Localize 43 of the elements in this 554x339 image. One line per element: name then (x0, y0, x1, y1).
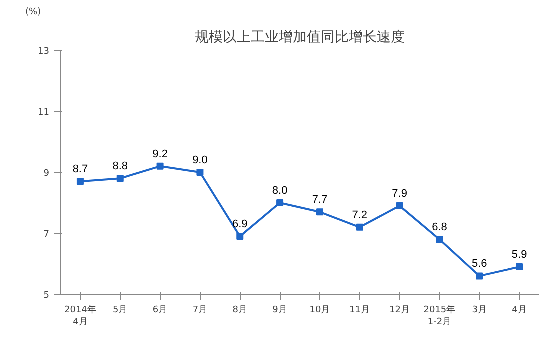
y-tick-label: 9 (44, 169, 50, 179)
x-tick-label: 7月 (192, 306, 208, 316)
x-tick-label: 11月 (350, 306, 370, 316)
data-label: 7.2 (352, 209, 368, 222)
y-tick-label: 11 (38, 108, 50, 118)
point (156, 162, 164, 170)
x-tick-label: 10月 (310, 306, 330, 316)
x-tick-label: 9月 (272, 306, 288, 316)
x-tick-label: 4月 (512, 306, 527, 316)
data-label: 6.8 (432, 222, 448, 234)
x-tick-label: 8月 (232, 306, 248, 316)
x-tick-label: 5月 (113, 306, 128, 316)
y-tick-label: 13 (38, 47, 50, 57)
point (76, 178, 84, 186)
y-tick-label: 5 (44, 291, 50, 301)
data-label: 5.9 (512, 249, 528, 262)
data-label: 9.2 (152, 148, 168, 160)
point (116, 175, 124, 182)
point (316, 208, 324, 216)
data-label: 7.7 (312, 194, 328, 206)
point (516, 264, 524, 271)
data-label: 6.9 (232, 218, 248, 231)
y-axis-title: (%) (26, 8, 42, 18)
chart-title: 规模以上工业增加值同比增长速度 (195, 30, 405, 46)
data-label: 8.7 (72, 164, 88, 176)
point (196, 169, 204, 176)
y-tick-label: 7 (44, 230, 50, 240)
x-tick-label: 2014年 4月 (64, 304, 96, 328)
point (476, 272, 484, 280)
point (276, 200, 284, 206)
data-label: 8.8 (112, 160, 128, 173)
x-tick-label: 6月 (152, 306, 168, 316)
point (396, 202, 404, 210)
x-tick-label: 3月 (472, 306, 487, 316)
data-label: 7.9 (392, 188, 408, 200)
x-tick-label: 2015年 1-2月 (424, 304, 456, 328)
x-tick-label: 12月 (390, 306, 410, 316)
data-label: 5.6 (472, 258, 488, 270)
data-label: 8.0 (272, 185, 288, 197)
point (436, 236, 444, 244)
point (236, 233, 244, 240)
data-label: 9.0 (192, 154, 208, 166)
point (356, 224, 364, 231)
